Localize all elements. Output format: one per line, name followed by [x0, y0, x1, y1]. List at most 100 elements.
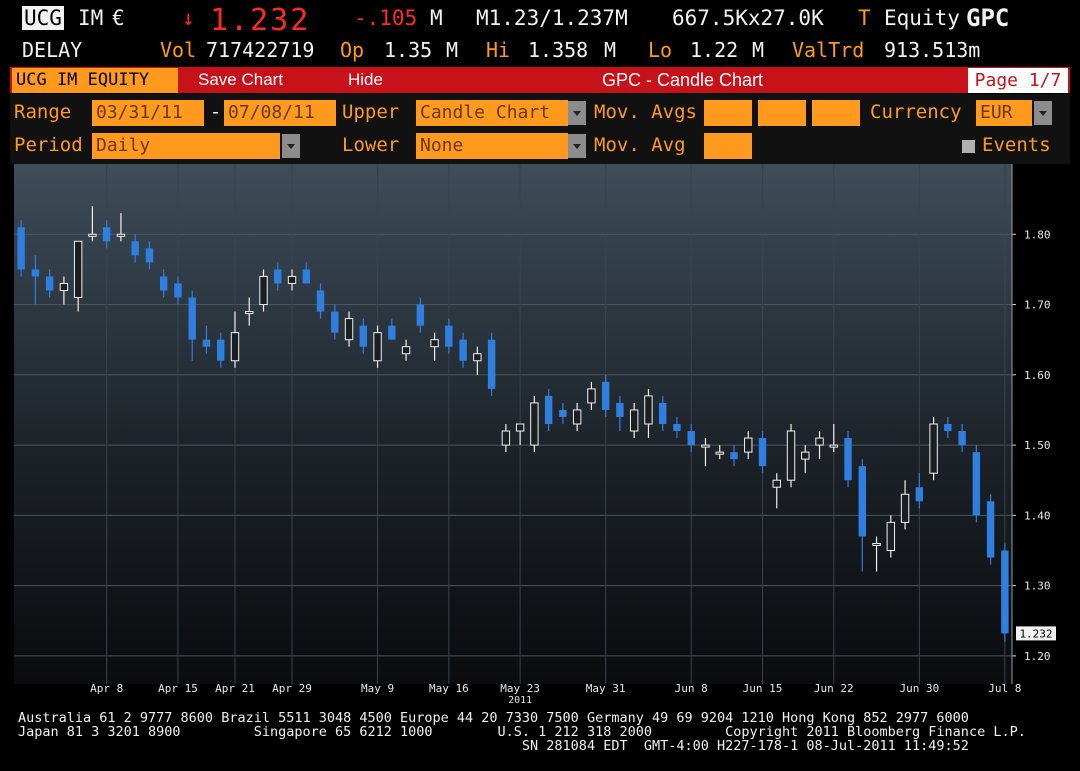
candle-body-up — [88, 233, 97, 237]
candle-body-down — [1001, 550, 1009, 634]
candle-body-down — [944, 424, 952, 432]
candle-body-down — [131, 241, 139, 256]
range-end-input[interactable]: 07/08/11 — [224, 100, 336, 126]
save-chart-button[interactable]: Save Chart — [198, 70, 284, 89]
candle-body-down — [145, 248, 154, 263]
high-label: Hi — [486, 38, 511, 62]
candle-body-up — [401, 346, 411, 355]
t-flag: T — [858, 6, 871, 30]
y-tick-label: 1.40 — [1024, 509, 1051, 522]
low-label: Lo — [648, 38, 673, 62]
x-tick-label: Apr 21 — [215, 682, 255, 695]
candle-body-up — [629, 409, 639, 432]
candle-body-up — [886, 521, 896, 551]
range-separator: - — [210, 101, 222, 123]
y-tick-label: 1.20 — [1024, 650, 1051, 663]
ticker-symbol[interactable]: UCG — [22, 6, 64, 30]
candle-body-down — [31, 269, 40, 277]
candle-body-down — [359, 325, 368, 347]
high-unit: M — [604, 38, 617, 62]
period-dropdown-icon[interactable] — [282, 134, 300, 158]
candle-body-up — [373, 332, 382, 362]
candle-body-up — [530, 402, 539, 446]
candle-body-down — [274, 269, 282, 284]
lower-select[interactable]: None — [416, 133, 568, 159]
change-unit: M — [430, 6, 443, 30]
candle-body-up — [430, 339, 439, 348]
low-value: 1.22 — [690, 38, 739, 62]
x-tick-label: Apr 15 — [158, 682, 198, 695]
candle-body-down — [174, 283, 182, 298]
candle-body-down — [658, 402, 667, 424]
currency-select[interactable]: EUR — [976, 100, 1032, 126]
candle-body-down — [302, 269, 310, 284]
candle-body-down — [102, 227, 111, 242]
candle-body-up — [801, 451, 810, 460]
candle-body-up — [786, 430, 796, 481]
valtrd-label: ValTrd — [792, 38, 865, 62]
currency-dropdown-icon[interactable] — [1034, 101, 1052, 125]
down-arrow-icon: ↓ — [182, 6, 195, 30]
candle-body-up — [772, 479, 781, 488]
candle-body-down — [758, 438, 767, 467]
last-price: 1.232 — [210, 3, 311, 38]
candle-body-down — [559, 409, 567, 417]
bid-ask: M1.23/1.237M — [476, 6, 628, 30]
y-tick-label: 1.70 — [1024, 299, 1051, 312]
candles — [17, 206, 1009, 642]
events-label: Events — [982, 134, 1051, 156]
function-code[interactable]: GPC — [966, 4, 1010, 32]
footer-line-3: SN 281084 EDT GMT-4:00 H227-178-1 08-Jul… — [18, 738, 969, 754]
candle-body-up — [287, 275, 297, 284]
bid-ask-size: 667.5Kx27.0K — [672, 6, 824, 30]
vol-label: Vol — [160, 38, 197, 62]
upper-select[interactable]: Candle Chart — [416, 100, 568, 126]
events-checkbox[interactable] — [962, 140, 975, 153]
candle-body-up — [245, 311, 254, 315]
candle-body-down — [958, 431, 966, 446]
mov-avgs-label: Mov. Avgs — [594, 101, 697, 123]
range-label: Range — [14, 101, 72, 123]
mov-avg-input-3[interactable] — [812, 100, 860, 126]
candle-body-down — [316, 290, 325, 312]
mov-avg-input-2[interactable] — [758, 100, 806, 126]
year-label: 2011 — [508, 695, 532, 706]
period-select[interactable]: Daily — [92, 133, 280, 159]
candle-body-down — [616, 402, 624, 417]
lower-dropdown-icon[interactable] — [568, 134, 586, 158]
high-value: 1.358 — [528, 38, 589, 62]
page-indicator[interactable]: Page 1/7 — [968, 68, 1068, 93]
candle-body-up — [701, 444, 710, 448]
candle-body-up — [829, 444, 838, 448]
candle-body-down — [730, 452, 738, 460]
last-price-tag — [1016, 626, 1056, 641]
mov-avg-lower-input[interactable] — [704, 133, 752, 159]
candle-body-up — [644, 395, 653, 425]
candle-body-up — [587, 388, 596, 404]
candle-body-up — [572, 409, 582, 425]
x-tick-label: Apr 8 — [90, 682, 123, 695]
range-start-input[interactable]: 03/31/11 — [92, 100, 204, 126]
candle-body-up — [715, 451, 724, 455]
candle-body-down — [687, 431, 695, 446]
x-tick-label: May 9 — [361, 682, 394, 695]
mov-avg-input-1[interactable] — [704, 100, 752, 126]
candle-body-up — [344, 318, 354, 341]
candle-body-up — [473, 353, 482, 362]
y-tick-label: 1.30 — [1024, 580, 1051, 593]
price-change: -.105 — [354, 6, 418, 30]
menu-bar: Save Chart Hide GPC - Candle Chart — [10, 67, 1070, 93]
period-label: Period — [14, 134, 83, 156]
x-tick-label: May 31 — [586, 682, 626, 695]
upper-dropdown-icon[interactable] — [568, 101, 586, 125]
exchange-code: IM — [78, 6, 104, 30]
candle-body-up — [872, 542, 881, 546]
security-field[interactable]: UCG IM EQUITY — [12, 68, 178, 93]
last-price-tag-label: 1.232 — [1019, 627, 1052, 640]
candle-body-up — [900, 493, 910, 523]
candle-body-up — [73, 240, 83, 299]
open-label: Op — [340, 38, 365, 62]
hide-button[interactable]: Hide — [348, 70, 383, 89]
candle-body-down — [844, 438, 852, 481]
